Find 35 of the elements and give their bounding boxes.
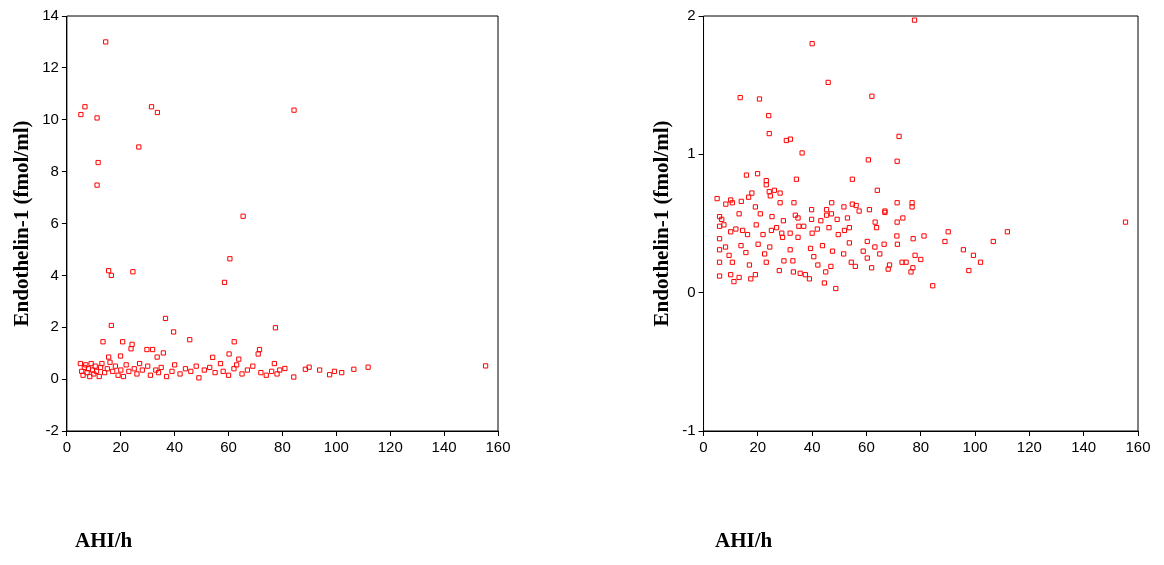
- x-tick-label: 140: [431, 438, 457, 456]
- y-tick-label: 1: [687, 144, 696, 162]
- y-tick-label: -2: [45, 421, 59, 439]
- x-axis-title: AHI/h: [715, 528, 773, 553]
- x-tick-label: 40: [166, 438, 184, 456]
- y-tick-label: 2: [50, 317, 59, 335]
- y-tick-label: 6: [50, 213, 59, 231]
- x-tick-label: 100: [323, 438, 349, 456]
- y-tick-label: 0: [50, 369, 59, 387]
- x-tick-label: 0: [699, 438, 708, 456]
- y-tick-label: 2: [687, 6, 696, 24]
- x-tick-label: 120: [377, 438, 403, 456]
- x-tick-label: 80: [912, 438, 930, 456]
- y-tick-label: 12: [42, 58, 59, 76]
- x-tick-label: 60: [220, 438, 237, 456]
- y-axis-title: Endothelin-1 (fmol/ml): [649, 120, 674, 327]
- x-axis-title: AHI/h: [75, 528, 133, 553]
- x-tick-label: 160: [1125, 438, 1151, 456]
- x-tick-label: 160: [485, 438, 511, 456]
- y-tick-label: 14: [42, 6, 59, 24]
- x-tick-label: 80: [274, 438, 291, 456]
- y-tick-label: -1: [682, 421, 696, 439]
- x-tick-label: 120: [1016, 438, 1042, 456]
- x-tick-label: 0: [62, 438, 72, 456]
- y-axis-title: Endothelin-1 (fmol/ml): [9, 120, 34, 327]
- x-tick-label: 60: [858, 438, 875, 456]
- y-tick-label: 10: [42, 109, 59, 127]
- x-tick-label: 40: [803, 438, 821, 456]
- y-tick-label: 0: [687, 282, 696, 300]
- y-tick-label: 4: [50, 265, 59, 283]
- x-tick-label: 20: [112, 438, 130, 456]
- y-tick-label: 8: [50, 161, 59, 179]
- x-tick-label: 100: [962, 438, 988, 456]
- x-tick-label: 20: [749, 438, 767, 456]
- x-tick-label: 140: [1071, 438, 1097, 456]
